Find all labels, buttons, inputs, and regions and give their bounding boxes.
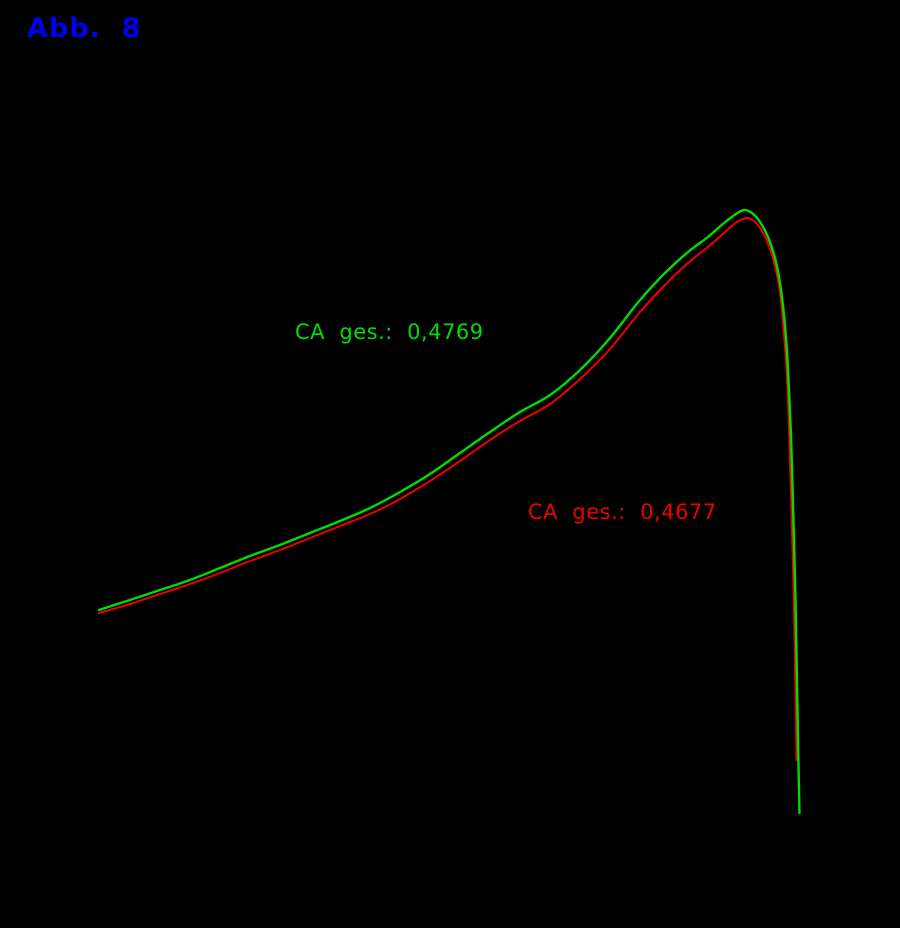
red-curve bbox=[98, 217, 798, 761]
red-curve-label: CA ges.: 0,4677 bbox=[528, 500, 717, 524]
green-curve-label: CA ges.: 0,4769 bbox=[295, 320, 484, 344]
figure-label: Abb. 8 bbox=[27, 13, 142, 44]
green-curve bbox=[97, 208, 801, 815]
